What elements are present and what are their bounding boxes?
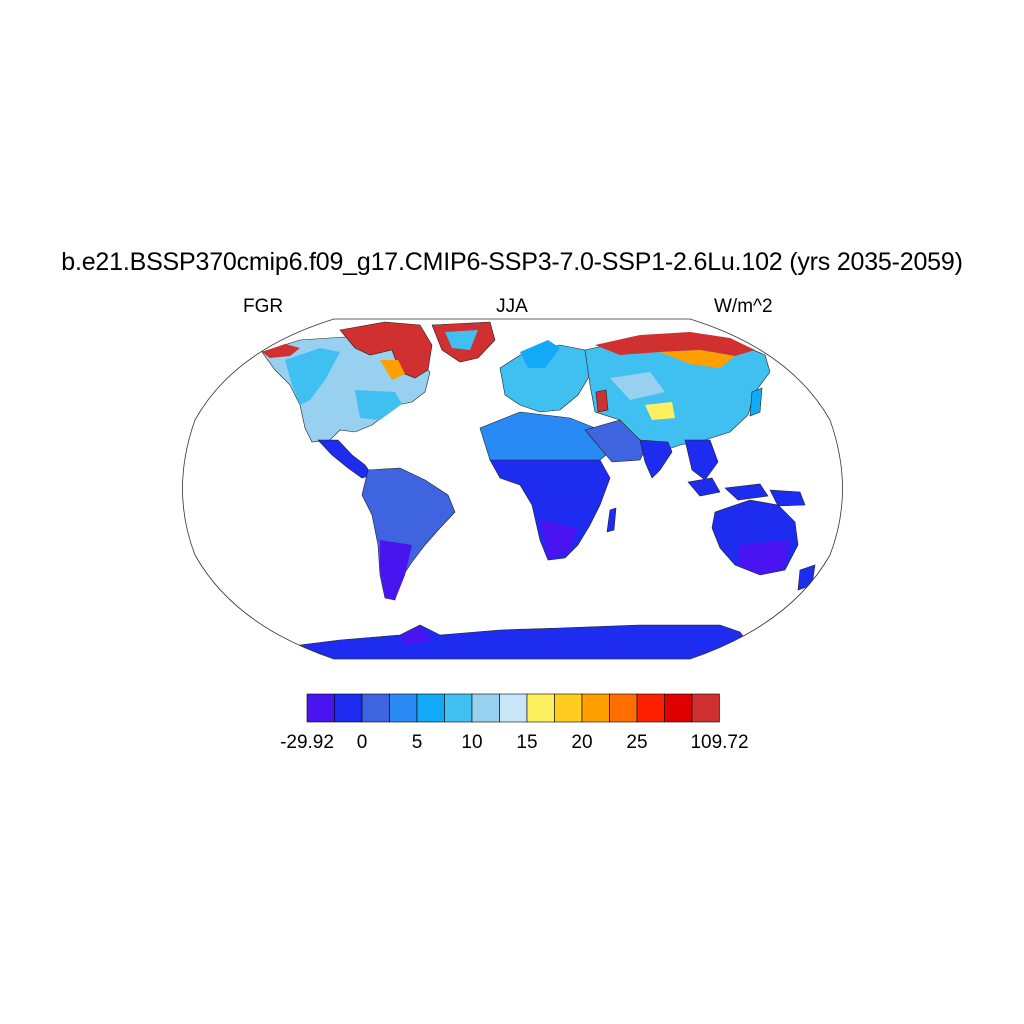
colorbar-tick-label: 10 [461,732,483,753]
colorbar-tick-label: 20 [571,732,593,753]
africa-southwest [540,520,578,560]
southeast-asia [684,439,719,481]
colorbar-box-8 [526,693,555,723]
variable-label: FGR [243,296,284,317]
greenland-interior [445,330,478,350]
colorbar-box-5 [444,693,473,723]
north-america-east [355,390,402,420]
colorbar-tick-label: 15 [516,732,538,753]
colorbar-box-10 [581,693,610,723]
siberia-orange [660,350,735,368]
south-america-south [380,540,412,600]
australia-south [738,540,790,575]
colorbar-box-11 [609,693,638,723]
south-america [361,467,456,601]
colorbar-box-13 [664,693,693,723]
colorbar-tick-label: 25 [626,732,648,753]
antarctica-peninsula [400,626,432,645]
colorbar [306,693,720,723]
colorbar-box-0 [306,693,335,723]
colorbar-box-6 [471,693,500,723]
india [639,439,673,479]
tibet-plateau [645,402,675,420]
colorbar-box-3 [389,693,418,723]
central-asia [610,372,665,400]
colorbar-tick-label: 5 [411,732,423,753]
africa-south [489,459,611,561]
colorbar-tick-label: 109.72 [690,732,749,753]
plot-title: b.e21.BSSP370cmip6.f09_g17.CMIP6-SSP3-7.… [61,248,963,276]
caspian-sea [595,389,609,413]
colorbar-box-4 [416,693,445,723]
new-zealand [797,564,816,591]
colorbar-box-9 [554,693,583,723]
alaska [262,344,300,358]
japan [749,387,763,417]
colorbar-box-14 [691,693,720,723]
antarctica [289,624,761,659]
colorbar-tick-label: -29.92 [280,732,334,753]
colorbar-box-2 [361,693,390,723]
north-america-west [285,348,340,405]
siberia-north [595,332,755,356]
central-america [317,439,373,479]
season-label: JJA [496,296,528,317]
colorbar-box-12 [636,693,665,723]
map-field [261,321,816,659]
hudson-region [380,360,405,380]
scandinavia [520,340,560,368]
map-border [182,318,843,660]
canada-arctic [339,321,433,379]
units-label: W/m^2 [714,296,773,317]
colorbar-box-1 [334,693,363,723]
colorbar-box-7 [499,693,528,723]
indonesia [687,477,806,507]
colorbar-tick-label: 0 [356,732,368,753]
madagascar [606,507,617,533]
